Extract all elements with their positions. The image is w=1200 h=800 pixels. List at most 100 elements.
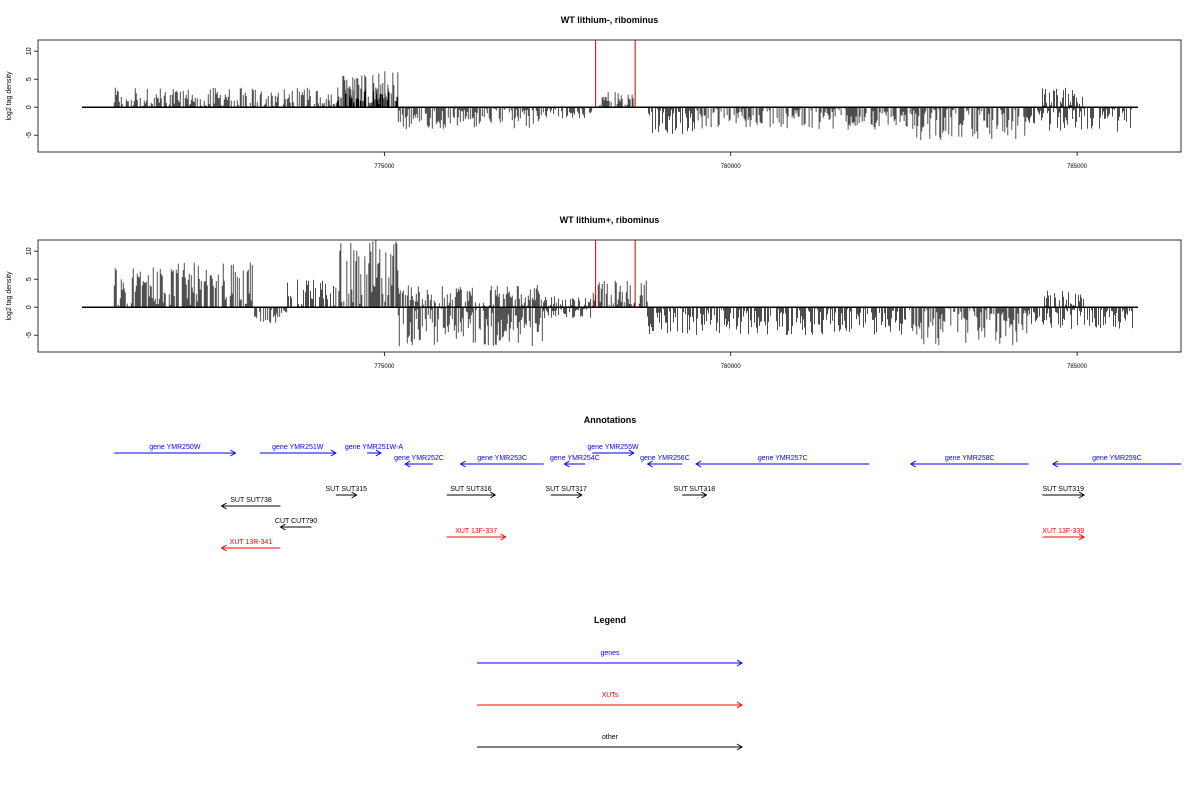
- feature-12: SUT SUT738: [220, 497, 281, 510]
- plot-frame: [37, 39, 1182, 153]
- feature-9: gene YMR257C: [695, 455, 870, 468]
- y-axis-label: log2 tag density: [6, 71, 13, 121]
- arrow-head: [736, 701, 743, 709]
- legend-label: genes: [600, 650, 620, 657]
- density-segment-5: [598, 92, 634, 108]
- panel-title: WT lithium-, ribominus: [561, 15, 659, 25]
- feature-label: gene YMR258C: [945, 455, 995, 462]
- feature-label: CUT CUT790: [275, 518, 317, 525]
- x-tick-label: 785000: [1067, 164, 1088, 170]
- feature-7: gene YMR255W: [587, 444, 639, 457]
- density-segment-8: [910, 107, 1029, 141]
- feature-label: gene YMR250W: [149, 444, 201, 451]
- y-tick-label: 10: [26, 247, 33, 255]
- arrow-head: [695, 460, 702, 468]
- feature-4: gene YMR252C: [394, 455, 444, 468]
- density-segment-11: [1042, 107, 1132, 132]
- arrow-head: [563, 460, 570, 468]
- arrow-head: [646, 460, 653, 468]
- density-segment-3: [287, 279, 335, 308]
- density-bars: [113, 71, 1132, 141]
- arrow-head: [576, 491, 583, 499]
- arrow-head: [1078, 491, 1085, 499]
- feature-20: XUT 13R-341: [220, 539, 281, 552]
- arrow-head: [489, 491, 497, 499]
- y-tick-label: -5: [26, 132, 33, 138]
- y-tick-label: -5: [26, 332, 33, 338]
- y-tick-label: 0: [26, 305, 33, 309]
- density-segment-6: [648, 107, 695, 135]
- feature-2: gene YMR251W: [259, 444, 337, 457]
- arrow-head: [351, 491, 358, 499]
- arrow-head: [230, 449, 237, 457]
- feature-label: gene YMR252C: [394, 455, 444, 462]
- track-panel-2: WT lithium+, ribominus log2 tag density -5…: [6, 215, 1182, 370]
- y-tick-label: 10: [26, 47, 33, 55]
- legend-entry-1: genes: [477, 650, 743, 667]
- feature-13: SUT SUT315: [326, 486, 368, 499]
- feature-14: SUT SUT316: [446, 486, 497, 499]
- density-segment-12: [1042, 307, 1133, 329]
- arrow-head: [736, 743, 743, 751]
- feature-label: SUT SUT318: [674, 486, 716, 493]
- feature-8: gene YMR256C: [640, 455, 690, 468]
- y-tick-label: 0: [26, 105, 33, 109]
- arrow-head: [628, 449, 635, 457]
- feature-label: SUT SUT738: [230, 497, 272, 504]
- feature-10: gene YMR258C: [909, 455, 1029, 468]
- feature-6: gene YMR254C: [550, 455, 600, 468]
- y-tick-label: 5: [26, 277, 33, 281]
- feature-label: gene YMR251W: [272, 444, 324, 451]
- feature-label: gene YMR255W: [587, 444, 639, 451]
- arrow-head: [404, 460, 411, 468]
- track-panel-1: WT lithium-, ribominus log2 tag density -5…: [6, 15, 1182, 170]
- density-segment-5: [397, 284, 544, 347]
- density-segment-10: [1042, 87, 1084, 108]
- plot-frame: [37, 239, 1182, 353]
- feature-label: gene YMR259C: [1092, 455, 1142, 462]
- density-segment-7: [695, 107, 911, 130]
- feature-label: gene YMR257C: [758, 455, 808, 462]
- feature-label: SUT SUT315: [326, 486, 368, 493]
- arrow-head: [330, 449, 337, 457]
- feature-11: gene YMR259C: [1051, 455, 1181, 468]
- feature-5: gene YMR253C: [459, 455, 544, 468]
- arrow-head: [909, 460, 917, 468]
- arrow-head: [1078, 533, 1085, 541]
- feature-21: XUT 13F-339: [1042, 528, 1085, 541]
- x-tick-label: 780000: [721, 164, 742, 170]
- x-tick-label: 780000: [721, 364, 742, 370]
- feature-label: XUT 13F-339: [1042, 528, 1084, 535]
- arrow-head: [220, 502, 227, 510]
- feature-1: gene YMR250W: [114, 444, 237, 457]
- legend: Legend genes XUTs other: [477, 615, 743, 751]
- feature-17: SUT SUT319: [1042, 486, 1085, 499]
- density-segment-4: [543, 107, 593, 119]
- feature-label: SUT SUT316: [450, 486, 492, 493]
- density-segment-1: [113, 262, 253, 308]
- panel-title: WT lithium+, ribominus: [560, 215, 660, 225]
- feature-18: CUT CUT790: [275, 518, 317, 531]
- feature-label: XUT 13R-341: [230, 539, 273, 546]
- density-segment-10: [1028, 307, 1040, 324]
- feature-label: gene YMR256C: [640, 455, 690, 462]
- x-tick-label: 775000: [374, 364, 395, 370]
- feature-label: SUT SUT317: [545, 486, 587, 493]
- y-tick-label: 5: [26, 77, 33, 81]
- legend-entry-2: XUTs: [477, 692, 743, 709]
- density-segment-9: [911, 307, 1029, 346]
- density-segment-11: [1044, 290, 1084, 308]
- legend-label: other: [602, 734, 619, 741]
- feature-19: XUT 13F-337: [446, 528, 507, 541]
- arrow-head: [459, 460, 466, 468]
- density-segment-6: [543, 296, 593, 319]
- arrow-head: [279, 523, 286, 531]
- annotations-track: Annotations gene YMR250W gene YMR251W gene …: [114, 415, 1181, 552]
- density-segment-7: [591, 280, 648, 308]
- arrow-head: [220, 544, 227, 552]
- arrow-head: [736, 659, 743, 667]
- density-segment-8: [647, 307, 910, 336]
- density-segment-2: [335, 71, 399, 108]
- legend-title: Legend: [594, 615, 626, 625]
